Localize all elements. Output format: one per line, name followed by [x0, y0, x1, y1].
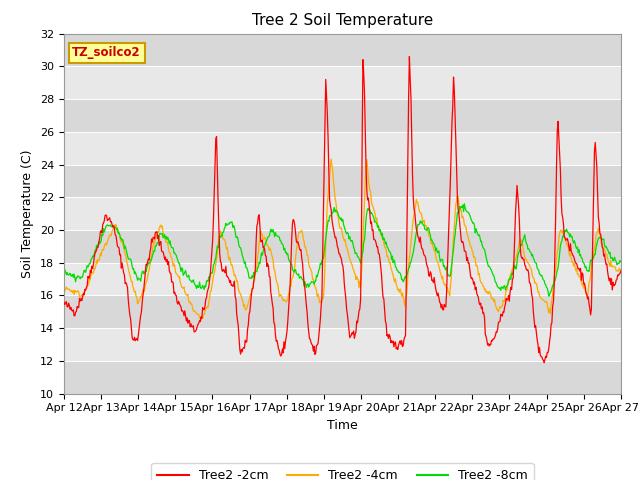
Tree2 -4cm — [70, 291, 78, 297]
Tree2 -4cm — [412, 203, 419, 208]
Tree2 -2cm — [184, 320, 192, 326]
Bar — [64, 230, 621, 263]
Tree2 -8cm — [545, 293, 552, 299]
Tree2 -8cm — [214, 243, 221, 249]
Tree2 -8cm — [617, 259, 625, 264]
Tree2 -8cm — [70, 271, 78, 277]
Tree2 -8cm — [184, 274, 192, 280]
Tree2 -2cm — [411, 210, 419, 216]
Bar — [64, 295, 621, 328]
Tree2 -2cm — [60, 300, 68, 305]
Tree2 -4cm — [60, 284, 68, 289]
Bar — [64, 328, 621, 361]
Bar — [64, 197, 621, 230]
Line: Tree2 -2cm: Tree2 -2cm — [64, 57, 621, 363]
Tree2 -2cm — [127, 325, 135, 331]
Y-axis label: Soil Temperature (C): Soil Temperature (C) — [22, 149, 35, 278]
Tree2 -8cm — [127, 259, 135, 264]
X-axis label: Time: Time — [327, 419, 358, 432]
Tree2 -4cm — [184, 291, 192, 297]
Bar — [64, 361, 621, 394]
Tree2 -2cm — [617, 268, 625, 274]
Line: Tree2 -4cm: Tree2 -4cm — [64, 159, 621, 319]
Bar — [64, 66, 621, 99]
Tree2 -4cm — [197, 316, 205, 322]
Tree2 -2cm — [406, 54, 413, 60]
Bar — [64, 165, 621, 197]
Tree2 -8cm — [60, 267, 68, 273]
Tree2 -2cm — [428, 271, 435, 276]
Tree2 -4cm — [127, 279, 135, 285]
Title: Tree 2 Soil Temperature: Tree 2 Soil Temperature — [252, 13, 433, 28]
Tree2 -4cm — [428, 240, 436, 246]
Tree2 -4cm — [617, 267, 625, 273]
Tree2 -8cm — [461, 201, 468, 207]
Tree2 -2cm — [540, 360, 548, 366]
Tree2 -2cm — [214, 165, 221, 171]
Bar — [64, 263, 621, 295]
Tree2 -8cm — [426, 232, 434, 238]
Tree2 -2cm — [70, 313, 78, 319]
Bar — [64, 99, 621, 132]
Tree2 -8cm — [410, 245, 418, 251]
Line: Tree2 -8cm: Tree2 -8cm — [64, 204, 621, 296]
Legend: Tree2 -2cm, Tree2 -4cm, Tree2 -8cm: Tree2 -2cm, Tree2 -4cm, Tree2 -8cm — [151, 463, 534, 480]
Tree2 -4cm — [327, 156, 335, 162]
Bar — [64, 34, 621, 66]
Text: TZ_soilco2: TZ_soilco2 — [72, 46, 141, 59]
Bar — [64, 132, 621, 165]
Tree2 -4cm — [214, 242, 222, 248]
